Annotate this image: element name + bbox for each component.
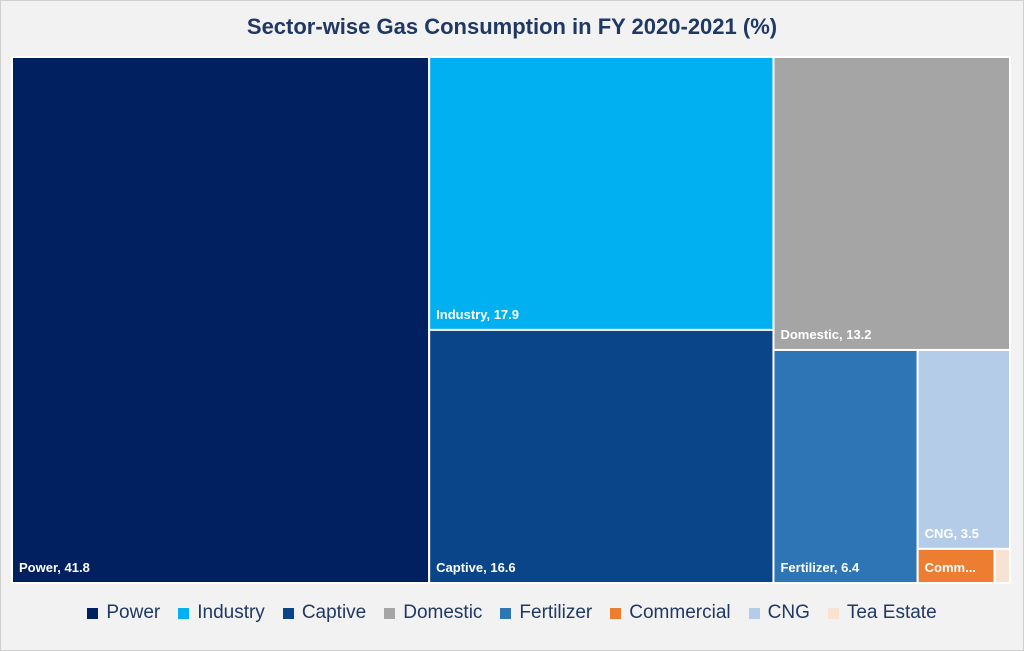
legend-item-tea-estate: Tea Estate <box>827 602 937 624</box>
treemap-tile-captive <box>428 328 775 585</box>
treemap-tile-domestic <box>772 56 1011 351</box>
data-label-domestic: Domestic, 13.2 <box>780 327 871 342</box>
legend-item-industry: Industry <box>178 602 265 624</box>
legend-label-tea-estate: Tea Estate <box>846 602 937 623</box>
chart-title: Sector-wise Gas Consumption in FY 2020-2… <box>246 14 778 39</box>
chart-legend: Power Industry Captive Domestic Fertilizer Co… <box>0 602 1024 624</box>
treemap-tile-fertilizer <box>772 348 919 585</box>
legend-swatch-cng <box>748 607 760 619</box>
legend-label-commercial: Commercial <box>629 602 731 623</box>
legend-item-commercial: Commercial <box>610 602 731 624</box>
legend-swatch-tea-estate <box>827 607 839 619</box>
treemap-tile-cng <box>916 348 1011 550</box>
treemap-tile-power <box>11 56 431 584</box>
treemap-tile-industry <box>428 56 775 331</box>
treemap-tile-commercial <box>916 547 996 585</box>
data-label-power: Power, 41.8 <box>19 560 90 575</box>
legend-label-fertilizer: Fertilizer <box>519 602 593 623</box>
treemap-tile-tea-estate <box>993 547 1012 585</box>
data-label-cng: CNG, 3.5 <box>925 526 979 541</box>
legend-label-cng: CNG <box>767 602 810 623</box>
legend-swatch-power <box>87 607 99 619</box>
legend-label-power: Power <box>106 602 161 623</box>
data-label-industry: Industry, 17.9 <box>436 307 519 322</box>
legend-item-cng: CNG <box>748 602 810 624</box>
legend-item-fertilizer: Fertilizer <box>500 602 592 624</box>
legend-swatch-fertilizer <box>500 607 512 619</box>
legend-swatch-captive <box>282 607 294 619</box>
treemap-plot: Power, 41.8 Industry, 17.9 Captive, 16.6 Do… <box>11 56 1012 585</box>
data-label-captive: Captive, 16.6 <box>436 560 516 575</box>
data-label-fertilizer: Fertilizer, 6.4 <box>780 560 860 575</box>
legend-label-domestic: Domestic <box>403 602 483 623</box>
legend-swatch-domestic <box>384 607 396 619</box>
legend-item-power: Power <box>87 602 160 624</box>
legend-label-captive: Captive <box>301 602 367 623</box>
legend-item-domestic: Domestic <box>384 602 482 624</box>
legend-swatch-commercial <box>610 607 622 619</box>
data-label-commercial: Comm... <box>925 560 976 575</box>
legend-item-captive: Captive <box>282 602 367 624</box>
legend-label-industry: Industry <box>197 602 265 623</box>
legend-swatch-industry <box>178 607 190 619</box>
